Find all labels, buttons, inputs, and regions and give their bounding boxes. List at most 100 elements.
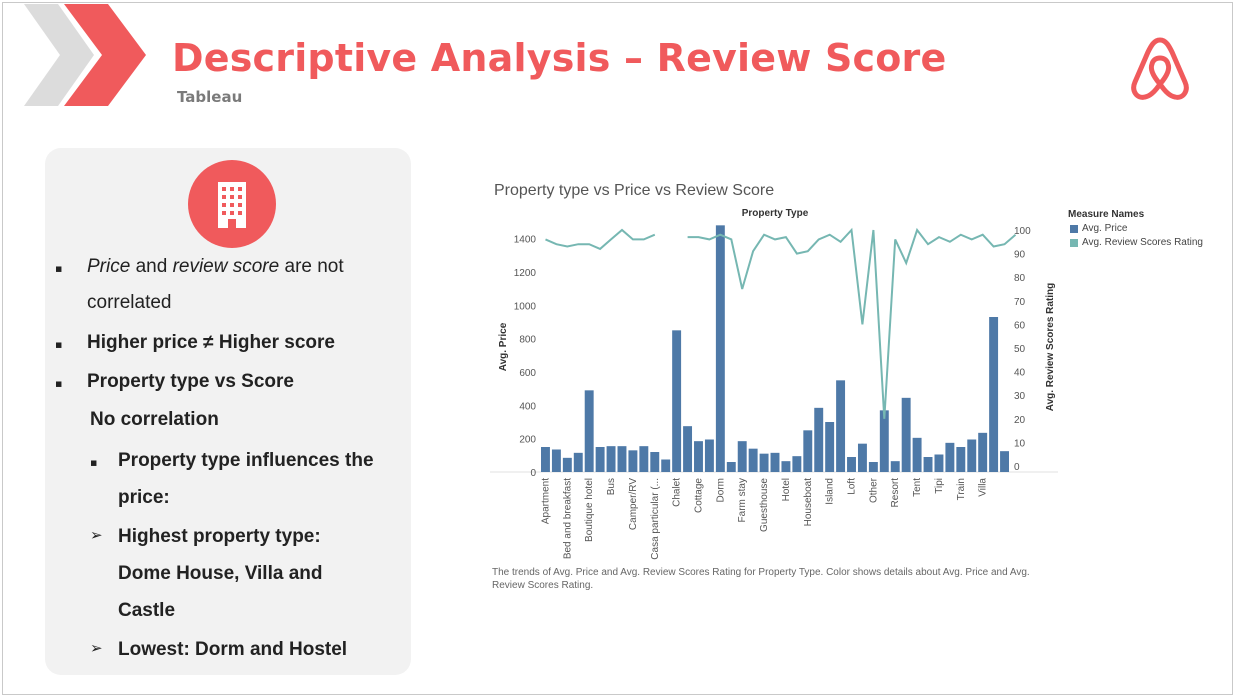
bar-avg-price: [595, 447, 605, 472]
y-axis-label: Avg. Price: [498, 322, 509, 371]
x-tick-label: Chalet: [672, 478, 683, 507]
x-tick-label: Other: [868, 477, 879, 503]
y2-axis-label: Avg. Review Scores Rating: [1045, 283, 1056, 412]
point-highest: Highest property type:: [118, 526, 321, 547]
x-tick-label: Apartment: [541, 478, 552, 524]
point-highest-cont2: Castle: [118, 600, 176, 621]
bar-avg-price: [879, 410, 889, 472]
bar-avg-price: [956, 447, 966, 472]
x-tick-label: Bed and breakfast: [562, 478, 573, 559]
bar-avg-price: [672, 330, 682, 472]
bar-avg-price: [868, 462, 878, 472]
chart-caption: The trends of Avg. Price and Avg. Review…: [492, 567, 1030, 591]
line-review-rating: [687, 227, 1017, 419]
bar-avg-price: [748, 448, 758, 472]
point-price-review-cont: correlated: [87, 292, 172, 313]
y-tick-label: 600: [519, 368, 536, 379]
x-tick-label: Resort: [890, 478, 901, 508]
slide-title: Descriptive Analysis – Review Score: [172, 36, 947, 80]
bar-avg-price: [650, 452, 660, 472]
y2-tick-label: 70: [1014, 297, 1026, 308]
legend-swatch-rating: [1070, 239, 1078, 247]
x-tick-label: Hotel: [781, 478, 792, 501]
point-price-review: Price and review score are not: [87, 256, 344, 277]
bar-avg-price: [847, 457, 856, 472]
airbnb-logo-icon: [1131, 37, 1189, 100]
point-higher-price: Higher price ≠ Higher score: [87, 332, 336, 353]
y-tick-label: 1400: [514, 235, 537, 246]
chart-title: Property type vs Price vs Review Score: [494, 182, 775, 199]
y2-tick-label: 80: [1014, 273, 1026, 284]
y2-tick-label: 30: [1014, 391, 1026, 402]
bar-avg-price: [890, 461, 900, 472]
bar-avg-price: [704, 439, 714, 472]
bar-avg-price: [857, 443, 867, 472]
x-tick-label: Dorm: [715, 478, 726, 502]
x-tick-label: Tent: [912, 478, 923, 497]
legend-item-price: Avg. Price: [1082, 223, 1128, 234]
x-tick-label: Boutique hotel: [584, 478, 595, 542]
bar-avg-price: [628, 450, 638, 472]
point-property-type: Property type vs Score: [87, 371, 294, 392]
chevron-decoration-icon: [24, 4, 146, 106]
bar-avg-price: [573, 452, 583, 472]
x-tick-label: Cottage: [694, 478, 705, 513]
bullet-square-icon: ▪: [55, 338, 63, 351]
x-tick-label: Casa particular (...: [650, 478, 661, 560]
y2-tick-label: 40: [1014, 368, 1026, 379]
x-tick-label: Tipi: [934, 478, 945, 494]
bar-avg-price: [803, 430, 813, 472]
y-tick-label: 1000: [514, 301, 537, 312]
bar-avg-price: [770, 452, 780, 472]
bar-avg-price: [726, 462, 736, 472]
y2-tick-label: 50: [1014, 344, 1026, 355]
bar-avg-price: [978, 432, 988, 472]
bar-avg-price: [934, 454, 944, 472]
arrow-bullet-icon: ➢: [90, 639, 103, 657]
bar-avg-price: [923, 457, 933, 472]
bar-avg-price: [989, 317, 999, 472]
point-lowest: Lowest: Dorm and Hostel: [118, 639, 348, 660]
y-tick-label: 200: [519, 435, 536, 446]
x-tick-label: Guesthouse: [759, 478, 770, 532]
y-tick-label: 800: [519, 335, 536, 346]
bar-avg-price: [901, 397, 911, 472]
bar-avg-price: [737, 441, 747, 472]
bar-avg-price: [967, 439, 977, 472]
y2-tick-label: 0: [1014, 462, 1020, 473]
slide-subtitle: Tableau: [177, 88, 243, 106]
bar-avg-price: [694, 441, 703, 472]
bar-avg-price: [617, 446, 627, 472]
y2-tick-label: 90: [1014, 250, 1026, 261]
bullet-square-icon: ▪: [55, 377, 63, 390]
legend-swatch-price: [1070, 225, 1078, 233]
legend-item-rating: Avg. Review Scores Rating: [1082, 237, 1203, 248]
bar-avg-price: [639, 446, 649, 472]
bar-avg-price: [781, 461, 791, 472]
x-tick-label: Camper/RV: [628, 478, 639, 530]
y2-tick-label: 10: [1014, 438, 1026, 449]
building-icon: [218, 182, 246, 228]
bar-avg-price: [792, 456, 802, 472]
y2-tick-label: 100: [1014, 226, 1031, 237]
bar-avg-price: [541, 447, 550, 472]
bullet-square-icon: ▪: [90, 456, 98, 469]
line-review-rating: [545, 228, 656, 251]
y2-tick-label: 60: [1014, 320, 1026, 331]
bar-avg-price: [759, 453, 769, 472]
chart-axis-header: Property Type: [742, 208, 809, 219]
x-tick-label: Train: [956, 478, 967, 500]
x-tick-label: Island: [825, 478, 836, 505]
bar-avg-price: [814, 407, 824, 472]
bullet-square-icon: ▪: [55, 262, 63, 275]
bar-avg-price: [945, 442, 955, 472]
bar-avg-price: [715, 225, 725, 472]
point-no-correlation: No correlation: [90, 409, 219, 430]
y2-tick-label: 20: [1014, 415, 1026, 426]
bar-avg-price: [562, 457, 572, 472]
bar-avg-price: [683, 426, 693, 472]
bar-avg-price: [584, 390, 594, 472]
point-highest-cont: Dome House, Villa and: [118, 563, 323, 584]
building-badge: [188, 160, 276, 248]
arrow-bullet-icon: ➢: [90, 526, 103, 544]
